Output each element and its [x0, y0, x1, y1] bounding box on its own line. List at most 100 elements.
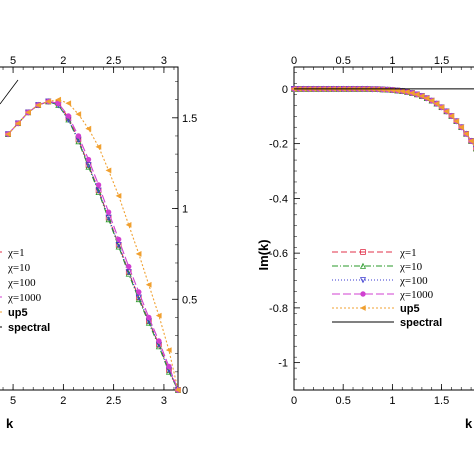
- right-y-tick-label: -0.2: [269, 139, 288, 151]
- right-series-up5-point: [418, 93, 425, 99]
- right-x-tick-label: 0: [291, 395, 297, 407]
- left-series-up5-point: [85, 125, 92, 132]
- right-x-tick-label-top: 0.5: [336, 55, 351, 67]
- right-axis-ticks: 0 0 0.5 0.5 1 1 1.5 1.5 0 -0.2 -0.4 -0.6 -0.8 -1: [269, 55, 472, 407]
- right-legend-marker-up5: [359, 305, 366, 311]
- right-legend-marker-chi-10: [359, 262, 367, 269]
- left-series-group: [4, 96, 182, 394]
- right-y-tick-label: -0.4: [269, 193, 288, 205]
- left-y-tick-label: 1: [182, 204, 188, 216]
- right-y-tick-label: -0.8: [269, 303, 288, 315]
- right-legend-marker-chi-1: [360, 249, 366, 255]
- left-series-up5-point: [155, 312, 162, 319]
- right-series-up5-point: [404, 89, 410, 95]
- right-legend-label-chi-10: χ=10: [399, 261, 423, 273]
- left-x-tick-label-top: 2: [60, 55, 66, 67]
- left-series-up5-point: [125, 221, 132, 228]
- left-axis-ticks: 5 5 2 2 2.5 2.5 3 3 0 0.5 1 1.5: [2, 55, 197, 407]
- left-plot-frame: [0, 66, 179, 391]
- right-y-axis-title: Im(k): [256, 239, 271, 270]
- right-legend-label-chi-1: χ=1: [399, 247, 417, 259]
- right-x-tick-label: 0.5: [336, 395, 351, 407]
- right-series-chi-10-line: [294, 88, 474, 147]
- left-series-chi-1000-point: [136, 289, 142, 295]
- left-series-chi-1000-point: [85, 156, 92, 163]
- right-series-up5-line: [294, 88, 474, 147]
- right-series-up5-point: [458, 124, 464, 131]
- left-series-chi-100-point: [135, 294, 142, 301]
- left-x-tick-label: 3: [161, 395, 167, 407]
- left-series-up5-point: [115, 192, 122, 199]
- left-series-chi-1000-point: [156, 338, 162, 344]
- right-legend: χ=1 χ=10 χ=100 χ=1000 up5 spectral: [332, 247, 442, 329]
- left-series-chi-100-line: [7, 100, 179, 391]
- left-series-up5-point: [165, 347, 172, 353]
- left-series-chi-1000-point: [146, 314, 152, 321]
- left-series-chi-10-point: [95, 188, 102, 196]
- right-series-up5-point: [399, 88, 405, 94]
- right-series-chi-1-line: [294, 88, 474, 147]
- right-series-chi-1000-line: [294, 88, 474, 147]
- right-y-tick-label: -0.6: [269, 248, 288, 260]
- right-series-up5-point: [438, 104, 445, 111]
- right-series-up5-point: [443, 108, 450, 115]
- left-series-up5-point: [35, 102, 41, 108]
- left-series-up5-point: [105, 167, 112, 174]
- right-series-up5-point: [468, 138, 474, 144]
- right-series-up5-point: [433, 100, 440, 107]
- right-plot-frame: [293, 66, 474, 391]
- left-x-tick-label-top: 2.5: [106, 55, 121, 67]
- left-series-chi-1000-point: [166, 363, 172, 370]
- left-series-up5-line: [7, 99, 179, 391]
- right-legend-marker-chi-1000: [360, 291, 366, 297]
- left-series-chi-1000-line: [7, 100, 179, 391]
- left-series-chi-1000-point: [75, 133, 82, 139]
- right-series-up5-point: [423, 95, 430, 102]
- left-series-chi-100-point: [85, 162, 92, 169]
- left-series-chi-10-point: [115, 243, 122, 250]
- right-x-tick-label-top: 1: [389, 55, 395, 67]
- left-series-chi-100-point: [115, 242, 122, 249]
- left-series-chi-1000-point: [65, 113, 72, 119]
- left-x-tick-label: 5: [10, 395, 16, 407]
- right-x-tick-label: 1: [389, 395, 395, 407]
- left-legend-label-chi-1: χ=1: [7, 247, 25, 259]
- right-x-tick-label: 1.5: [434, 395, 449, 407]
- left-legend: χ=1 χ=10 χ=100 χ=1000 up5 spectral: [0, 247, 50, 334]
- left-series-chi-100-point: [105, 214, 112, 221]
- right-series-chi-100-line: [294, 88, 474, 147]
- right-y-tick-label: 0: [282, 84, 288, 96]
- right-chart-panel: 0 0 0.5 0.5 1 1 1.5 1.5 0 -0.2 -0.4 -0.6 -0.8 -1 k Im…: [256, 55, 474, 431]
- left-series-chi-1000-point: [95, 182, 102, 188]
- left-series-chi-1-line: [7, 100, 179, 391]
- right-series-up5-point: [453, 118, 460, 125]
- left-series-chi-10-point: [135, 295, 142, 303]
- left-legend-label-spectral: spectral: [8, 322, 50, 334]
- left-series-chi-10-point: [165, 368, 172, 375]
- left-series-chi-1000-point: [105, 209, 112, 215]
- left-annotation-pointer: [0, 79, 19, 105]
- left-series-chi-1000-point: [126, 263, 132, 270]
- left-series-chi-1000-point: [115, 236, 122, 243]
- left-y-tick-label: 1.5: [182, 113, 197, 125]
- left-series-up5-point: [95, 143, 102, 150]
- left-series-up5-point: [65, 100, 72, 107]
- right-legend-label-up5: up5: [400, 303, 420, 315]
- left-series-chi-10-line: [7, 100, 179, 391]
- left-series-chi-10-point: [125, 270, 132, 277]
- left-series-chi-100-point: [125, 269, 132, 276]
- left-series-chi-100-point: [95, 187, 102, 194]
- right-x-axis-title: k: [465, 416, 473, 431]
- left-y-tick-label: 0.5: [182, 294, 197, 306]
- left-series-up5-point: [25, 109, 31, 116]
- left-series-up5-point: [4, 131, 11, 138]
- left-x-axis-title: k: [6, 416, 14, 431]
- left-x-tick-label-top: 3: [161, 55, 167, 67]
- right-legend-label-chi-1000: χ=1000: [399, 289, 434, 301]
- left-chart-panel: 5 5 2 2 2.5 2.5 3 3 0 0.5 1 1.5 k χ=1 χ=10 χ=100 χ=100…: [0, 55, 197, 431]
- right-series-group: [290, 85, 474, 152]
- left-x-tick-label-top: 5: [10, 55, 16, 67]
- right-series-up5-point: [413, 91, 420, 98]
- left-series-up5-point: [135, 251, 142, 257]
